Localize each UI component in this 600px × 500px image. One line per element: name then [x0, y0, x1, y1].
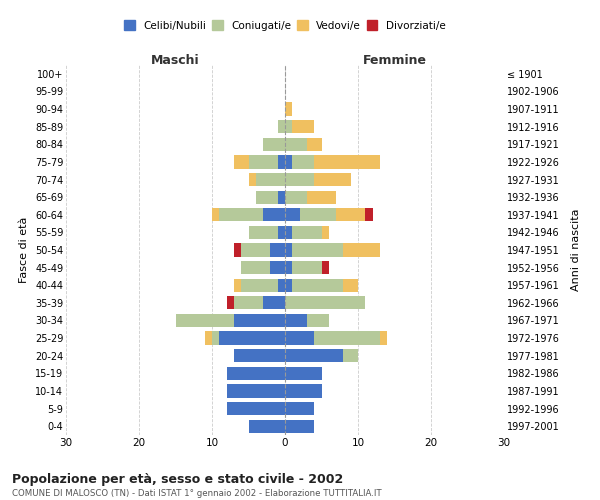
- Bar: [285, 102, 292, 116]
- Bar: [227, 366, 285, 380]
- Bar: [285, 384, 322, 398]
- Bar: [343, 244, 380, 256]
- Bar: [234, 244, 241, 256]
- Bar: [234, 314, 285, 327]
- Bar: [285, 402, 314, 415]
- Bar: [278, 226, 285, 239]
- Bar: [343, 278, 358, 292]
- Text: Femmine: Femmine: [362, 54, 427, 67]
- Bar: [256, 173, 285, 186]
- Bar: [285, 366, 322, 380]
- Bar: [234, 156, 248, 168]
- Bar: [343, 349, 358, 362]
- Bar: [241, 244, 271, 256]
- Bar: [285, 296, 365, 310]
- Bar: [248, 173, 256, 186]
- Bar: [271, 261, 285, 274]
- Bar: [292, 156, 314, 168]
- Bar: [278, 120, 285, 134]
- Bar: [292, 226, 322, 239]
- Bar: [322, 261, 329, 274]
- Bar: [227, 296, 234, 310]
- Bar: [285, 120, 292, 134]
- Bar: [314, 156, 380, 168]
- Bar: [292, 244, 343, 256]
- Bar: [241, 278, 278, 292]
- Bar: [205, 332, 212, 344]
- Bar: [248, 226, 278, 239]
- Bar: [285, 349, 343, 362]
- Bar: [263, 296, 285, 310]
- Bar: [322, 226, 329, 239]
- Bar: [292, 278, 343, 292]
- Y-axis label: Fasce di età: Fasce di età: [19, 217, 29, 283]
- Bar: [292, 261, 322, 274]
- Bar: [299, 208, 336, 222]
- Bar: [307, 138, 322, 151]
- Bar: [285, 420, 314, 433]
- Bar: [248, 156, 278, 168]
- Bar: [314, 173, 350, 186]
- Bar: [176, 314, 234, 327]
- Bar: [292, 120, 314, 134]
- Bar: [285, 156, 292, 168]
- Bar: [212, 332, 220, 344]
- Bar: [241, 261, 271, 274]
- Text: COMUNE DI MALOSCO (TN) - Dati ISTAT 1° gennaio 2002 - Elaborazione TUTTITALIA.IT: COMUNE DI MALOSCO (TN) - Dati ISTAT 1° g…: [12, 489, 382, 498]
- Text: Popolazione per età, sesso e stato civile - 2002: Popolazione per età, sesso e stato civil…: [12, 472, 343, 486]
- Bar: [285, 261, 292, 274]
- Text: Maschi: Maschi: [151, 54, 200, 67]
- Bar: [285, 138, 307, 151]
- Bar: [220, 332, 285, 344]
- Bar: [212, 208, 220, 222]
- Bar: [336, 208, 365, 222]
- Bar: [263, 138, 285, 151]
- Bar: [285, 244, 292, 256]
- Bar: [285, 226, 292, 239]
- Y-axis label: Anni di nascita: Anni di nascita: [571, 209, 581, 291]
- Bar: [380, 332, 387, 344]
- Bar: [285, 332, 314, 344]
- Bar: [234, 296, 263, 310]
- Bar: [285, 314, 307, 327]
- Bar: [248, 420, 285, 433]
- Bar: [227, 384, 285, 398]
- Bar: [285, 278, 292, 292]
- Bar: [285, 190, 307, 204]
- Bar: [234, 278, 241, 292]
- Bar: [220, 208, 263, 222]
- Bar: [278, 156, 285, 168]
- Bar: [278, 190, 285, 204]
- Bar: [365, 208, 373, 222]
- Bar: [285, 173, 314, 186]
- Bar: [227, 402, 285, 415]
- Bar: [256, 190, 278, 204]
- Bar: [314, 332, 380, 344]
- Bar: [307, 314, 329, 327]
- Bar: [234, 349, 285, 362]
- Legend: Celibi/Nubili, Coniugati/e, Vedovi/e, Divorziati/e: Celibi/Nubili, Coniugati/e, Vedovi/e, Di…: [122, 18, 448, 33]
- Bar: [271, 244, 285, 256]
- Bar: [285, 208, 299, 222]
- Bar: [263, 208, 285, 222]
- Bar: [278, 278, 285, 292]
- Bar: [307, 190, 336, 204]
